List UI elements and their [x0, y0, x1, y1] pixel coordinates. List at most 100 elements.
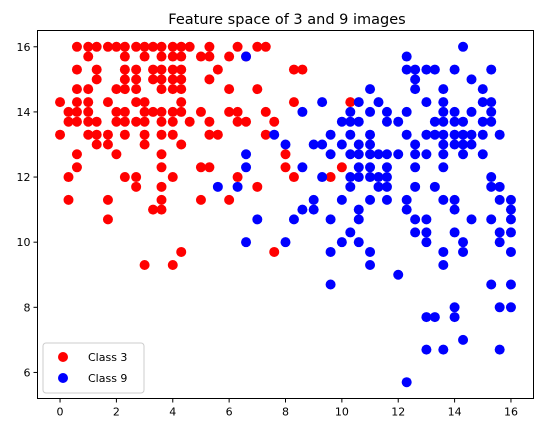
- point-class-9: [438, 116, 449, 127]
- point-class-3: [131, 41, 142, 52]
- point-class-3: [232, 116, 243, 127]
- point-class-9: [458, 41, 469, 52]
- point-class-3: [102, 194, 113, 205]
- point-class-9: [365, 246, 376, 257]
- point-class-9: [325, 149, 336, 160]
- point-class-3: [156, 129, 167, 140]
- point-class-9: [486, 172, 497, 183]
- point-class-9: [317, 97, 328, 108]
- point-class-9: [241, 237, 252, 248]
- point-class-3: [71, 41, 82, 52]
- point-class-9: [381, 172, 392, 183]
- point-class-9: [438, 97, 449, 108]
- point-class-9: [438, 162, 449, 173]
- point-class-9: [477, 116, 488, 127]
- point-class-9: [353, 237, 364, 248]
- point-class-9: [410, 181, 421, 192]
- point-class-3: [269, 246, 280, 257]
- point-class-9: [505, 302, 516, 313]
- point-class-9: [401, 106, 412, 117]
- point-class-3: [119, 84, 130, 95]
- point-class-3: [148, 74, 159, 85]
- point-class-3: [111, 41, 122, 52]
- point-class-9: [269, 129, 280, 140]
- point-class-3: [167, 259, 178, 270]
- point-class-3: [176, 97, 187, 108]
- point-class-9: [317, 139, 328, 150]
- point-class-9: [421, 227, 432, 238]
- point-class-3: [195, 106, 206, 117]
- point-class-3: [204, 162, 215, 173]
- point-class-3: [71, 106, 82, 117]
- point-class-3: [252, 41, 263, 52]
- point-class-3: [131, 172, 142, 183]
- point-class-3: [224, 194, 235, 205]
- point-class-3: [167, 84, 178, 95]
- legend-box: [42, 342, 145, 394]
- point-class-3: [167, 106, 178, 117]
- point-class-9: [410, 64, 421, 75]
- point-class-3: [139, 139, 150, 150]
- point-class-3: [131, 97, 142, 108]
- point-class-3: [176, 51, 187, 62]
- point-class-9: [421, 64, 432, 75]
- point-class-9: [421, 312, 432, 323]
- point-class-9: [252, 214, 263, 225]
- point-class-3: [111, 149, 122, 160]
- point-class-9: [353, 116, 364, 127]
- point-class-3: [167, 41, 178, 52]
- point-class-9: [421, 149, 432, 160]
- point-class-9: [317, 172, 328, 183]
- point-class-3: [156, 149, 167, 160]
- point-class-3: [148, 64, 159, 75]
- point-class-9: [410, 227, 421, 238]
- point-class-3: [119, 74, 130, 85]
- point-class-9: [353, 162, 364, 173]
- point-class-3: [119, 116, 130, 127]
- point-class-3: [195, 51, 206, 62]
- point-class-9: [401, 377, 412, 388]
- point-class-9: [429, 64, 440, 75]
- point-class-3: [260, 106, 271, 117]
- point-class-9: [486, 279, 497, 290]
- point-class-9: [308, 139, 319, 150]
- point-class-9: [486, 97, 497, 108]
- point-class-9: [365, 149, 376, 160]
- point-class-9: [381, 116, 392, 127]
- point-class-9: [494, 237, 505, 248]
- point-class-3: [176, 139, 187, 150]
- point-class-3: [91, 139, 102, 150]
- x-tick-label: 14: [448, 406, 462, 419]
- point-class-9: [429, 129, 440, 140]
- y-tick-label: 10: [17, 236, 31, 249]
- point-class-9: [325, 246, 336, 257]
- point-class-9: [288, 214, 299, 225]
- point-class-3: [131, 181, 142, 192]
- point-class-3: [224, 106, 235, 117]
- point-class-3: [345, 97, 356, 108]
- point-class-3: [156, 162, 167, 173]
- point-class-3: [260, 129, 271, 140]
- point-class-3: [83, 84, 94, 95]
- point-class-3: [204, 116, 215, 127]
- y-tick-label: 12: [17, 171, 31, 184]
- point-class-3: [83, 41, 94, 52]
- point-class-3: [83, 97, 94, 108]
- point-class-3: [83, 51, 94, 62]
- point-class-3: [204, 74, 215, 85]
- point-class-9: [486, 181, 497, 192]
- point-class-3: [111, 116, 122, 127]
- point-class-9: [505, 246, 516, 257]
- point-class-9: [494, 194, 505, 205]
- point-class-9: [429, 116, 440, 127]
- point-class-3: [55, 129, 66, 140]
- point-class-3: [156, 106, 167, 117]
- point-class-9: [410, 149, 421, 160]
- point-class-9: [449, 116, 460, 127]
- point-class-9: [505, 227, 516, 238]
- point-class-3: [71, 116, 82, 127]
- point-class-9: [466, 214, 477, 225]
- point-class-9: [486, 116, 497, 127]
- point-class-3: [184, 41, 195, 52]
- point-class-9: [410, 139, 421, 150]
